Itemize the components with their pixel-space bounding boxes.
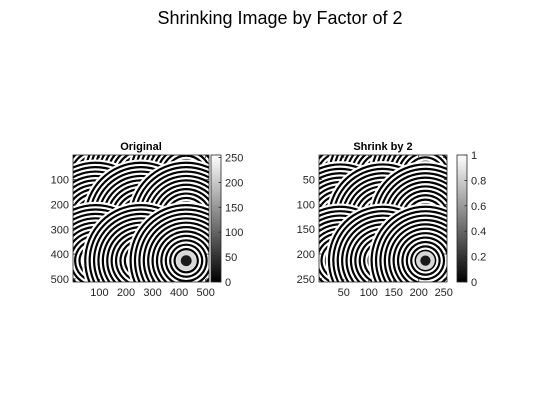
x-tick-label: 150 bbox=[385, 287, 403, 299]
colorbar-tick-label: 1 bbox=[471, 150, 477, 162]
subplot-1: Original 100 200 300 400 500 100 200 300 400 500 0 5… bbox=[51, 141, 244, 299]
colorbar-tick-label: 200 bbox=[225, 177, 243, 189]
axes-box bbox=[72, 154, 210, 283]
y-tick-label: 500 bbox=[51, 274, 69, 286]
colorbar-tick-label: 100 bbox=[225, 227, 243, 239]
colorbar-tick-label: 0.6 bbox=[471, 201, 486, 213]
ring-pattern-3-3 bbox=[368, 203, 447, 282]
y-tick-label: 400 bbox=[51, 249, 69, 261]
image-area bbox=[73, 155, 209, 282]
colorbar: 0 50 100 150 200 250 bbox=[210, 152, 243, 289]
colorbar-tick-label: 50 bbox=[225, 252, 237, 264]
x-tick-label: 50 bbox=[338, 287, 350, 299]
image-area bbox=[319, 155, 447, 282]
y-tick-label: 150 bbox=[297, 224, 315, 236]
axes-box bbox=[318, 154, 448, 283]
x-tick-label: 200 bbox=[410, 287, 428, 299]
x-tick-label: 500 bbox=[197, 287, 215, 299]
x-tick-label: 250 bbox=[435, 287, 453, 299]
x-tick-label: 400 bbox=[170, 287, 188, 299]
colorbar-tick-label: 0.4 bbox=[471, 226, 486, 238]
colorbar: 0 0.2 0.4 0.6 0.8 1 bbox=[456, 150, 486, 289]
colorbar-tick-label: 0 bbox=[225, 277, 231, 289]
y-tick-label: 200 bbox=[297, 249, 315, 261]
colorbar-tick-label: 250 bbox=[225, 152, 243, 164]
y-tick-label: 50 bbox=[303, 175, 315, 187]
y-tick-label: 200 bbox=[51, 199, 69, 211]
subplot-title: Shrink by 2 bbox=[353, 141, 412, 153]
x-tick-label: 100 bbox=[90, 287, 108, 299]
ring-core bbox=[420, 255, 431, 266]
y-tick-label: 300 bbox=[51, 224, 69, 236]
y-tick-label: 250 bbox=[297, 274, 315, 286]
x-tick-label: 300 bbox=[143, 287, 161, 299]
figure-title: Shrinking Image by Factor of 2 bbox=[157, 8, 403, 28]
ring-core bbox=[180, 255, 192, 267]
colorbar-tick-label: 0.2 bbox=[471, 252, 486, 264]
subplot-title: Original bbox=[120, 141, 162, 153]
y-tick-label: 100 bbox=[297, 199, 315, 211]
x-tick-label: 100 bbox=[360, 287, 378, 299]
x-tick-label: 200 bbox=[117, 287, 135, 299]
ring-pattern-3-3 bbox=[127, 201, 209, 282]
colorbar-tick-label: 150 bbox=[225, 202, 243, 214]
y-tick-label: 100 bbox=[51, 175, 69, 187]
colorbar-gradient bbox=[210, 154, 222, 283]
colorbar-tick-label: 0.8 bbox=[471, 175, 486, 187]
colorbar-gradient bbox=[456, 154, 468, 283]
colorbar-tick-label: 0 bbox=[471, 277, 477, 289]
